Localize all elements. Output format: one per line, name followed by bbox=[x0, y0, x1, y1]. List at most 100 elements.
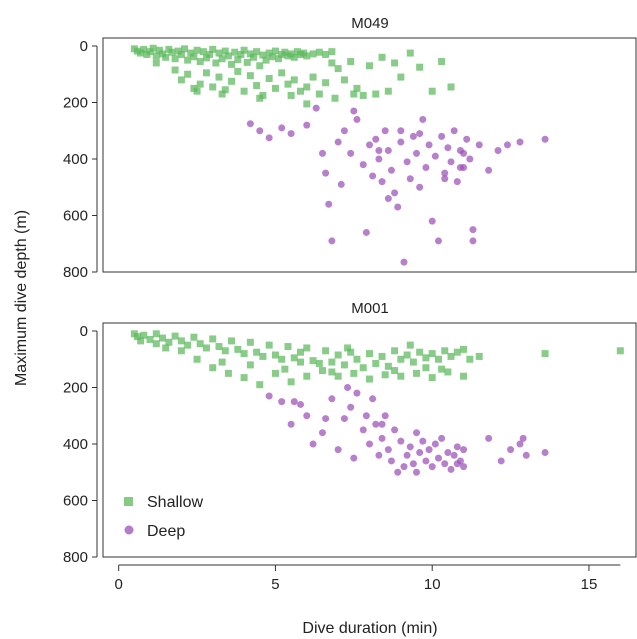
point-shallow bbox=[162, 344, 170, 352]
y-tick-label: 400 bbox=[63, 151, 88, 168]
point-deep bbox=[494, 147, 502, 155]
point-deep bbox=[416, 183, 424, 191]
point-shallow bbox=[209, 45, 217, 53]
point-shallow bbox=[287, 91, 295, 99]
point-deep bbox=[378, 434, 386, 442]
point-shallow bbox=[202, 344, 210, 352]
point-deep bbox=[290, 398, 298, 406]
point-shallow bbox=[215, 49, 223, 57]
point-deep bbox=[359, 426, 367, 434]
point-shallow bbox=[616, 347, 624, 355]
x-axis: 0 5 10 15 bbox=[115, 564, 621, 593]
point-deep bbox=[450, 127, 458, 135]
point-deep bbox=[334, 138, 342, 146]
point-deep bbox=[309, 440, 317, 448]
panel-title-top: M049 bbox=[351, 15, 389, 32]
point-deep bbox=[406, 175, 414, 183]
point-deep bbox=[297, 400, 305, 408]
point-shallow bbox=[271, 47, 279, 55]
point-shallow bbox=[347, 348, 355, 356]
point-deep bbox=[366, 141, 373, 149]
point-shallow bbox=[290, 53, 298, 61]
point-deep bbox=[322, 169, 330, 177]
point-deep bbox=[303, 412, 311, 420]
panel-bottom-frame bbox=[102, 322, 637, 558]
point-deep bbox=[456, 163, 464, 171]
point-shallow bbox=[372, 359, 380, 367]
point-shallow bbox=[271, 351, 279, 359]
point-deep bbox=[416, 130, 424, 138]
point-shallow bbox=[262, 56, 270, 64]
point-deep bbox=[516, 440, 524, 448]
point-shallow bbox=[328, 48, 336, 56]
point-deep bbox=[287, 130, 295, 138]
point-shallow bbox=[140, 331, 148, 339]
panel-bottom: M001 0 200 400 600 800 Shallow Deep bbox=[63, 300, 637, 566]
point-shallow bbox=[422, 354, 430, 362]
point-shallow bbox=[218, 358, 226, 366]
point-shallow bbox=[152, 340, 160, 348]
point-shallow bbox=[253, 82, 261, 90]
point-deep bbox=[434, 454, 442, 462]
point-deep bbox=[460, 463, 468, 471]
point-shallow bbox=[303, 83, 311, 91]
point-shallow bbox=[413, 369, 421, 377]
panel-title-bottom: M001 bbox=[351, 300, 389, 317]
point-shallow bbox=[453, 348, 461, 356]
point-shallow bbox=[406, 341, 414, 349]
point-deep bbox=[419, 115, 427, 123]
point-shallow bbox=[259, 51, 267, 59]
point-shallow bbox=[353, 355, 361, 363]
point-shallow bbox=[331, 94, 339, 102]
point-deep bbox=[369, 172, 377, 180]
point-shallow bbox=[165, 338, 173, 346]
point-shallow bbox=[334, 372, 342, 380]
point-deep bbox=[278, 124, 286, 132]
point-deep bbox=[453, 178, 461, 186]
point-deep bbox=[419, 437, 427, 445]
panel-top-frame bbox=[102, 37, 637, 273]
point-shallow bbox=[384, 87, 392, 95]
point-deep bbox=[397, 437, 405, 445]
y-tick-label: 0 bbox=[80, 323, 88, 340]
point-deep bbox=[246, 120, 254, 128]
point-deep bbox=[438, 132, 446, 140]
point-deep bbox=[403, 451, 411, 459]
point-deep bbox=[378, 178, 386, 186]
point-deep bbox=[434, 237, 442, 245]
point-deep bbox=[312, 104, 320, 112]
point-shallow bbox=[278, 355, 286, 363]
legend-label-deep: Deep bbox=[147, 523, 185, 540]
point-shallow bbox=[249, 53, 257, 61]
point-shallow bbox=[234, 345, 242, 353]
panel-top-y-axis: 0 200 400 600 800 bbox=[63, 38, 98, 281]
point-shallow bbox=[322, 50, 330, 58]
point-deep bbox=[350, 454, 358, 462]
point-deep bbox=[503, 141, 511, 149]
point-shallow bbox=[265, 49, 273, 57]
point-shallow bbox=[193, 46, 201, 54]
point-deep bbox=[328, 395, 336, 403]
point-shallow bbox=[318, 367, 326, 375]
point-shallow bbox=[215, 73, 223, 81]
point-shallow bbox=[541, 350, 549, 358]
point-deep bbox=[441, 460, 449, 468]
point-deep bbox=[265, 392, 273, 400]
x-tick-label: 15 bbox=[581, 576, 598, 593]
point-deep bbox=[403, 158, 411, 166]
point-deep bbox=[516, 138, 524, 146]
point-shallow bbox=[152, 52, 160, 60]
point-shallow bbox=[328, 358, 336, 366]
point-deep bbox=[350, 107, 358, 115]
point-shallow bbox=[403, 351, 411, 359]
point-shallow bbox=[447, 83, 455, 91]
point-deep bbox=[431, 152, 439, 160]
point-deep bbox=[353, 115, 361, 123]
point-deep bbox=[318, 149, 326, 157]
point-shallow bbox=[322, 79, 330, 87]
point-shallow bbox=[184, 341, 192, 349]
point-shallow bbox=[422, 364, 430, 372]
point-deep bbox=[431, 440, 439, 448]
point-deep bbox=[362, 412, 370, 420]
point-shallow bbox=[253, 48, 261, 56]
